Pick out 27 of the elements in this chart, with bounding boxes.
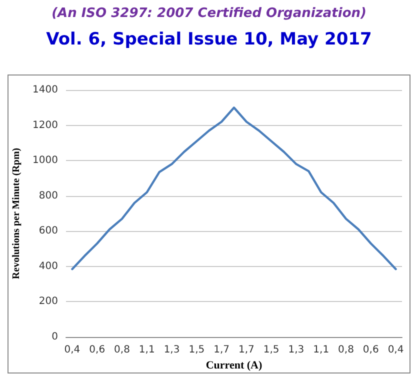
x-tick-label: 1,5 <box>188 344 205 356</box>
x-tick-label: 1,7 <box>214 344 230 356</box>
y-tick-label: 800 <box>38 190 58 202</box>
y-tick-label: 400 <box>38 260 58 272</box>
x-tick-label: 0,6 <box>362 344 379 356</box>
x-tick-label: 1,7 <box>238 344 254 356</box>
y-tick-label: 1000 <box>32 155 58 166</box>
x-tick-label: 0,6 <box>89 344 106 356</box>
x-tick-label: 1,1 <box>313 344 330 356</box>
y-tick-label: 600 <box>38 226 58 237</box>
y-tick-label: 200 <box>38 296 58 308</box>
y-tick-label: 1400 <box>32 84 58 96</box>
line-series <box>71 106 397 270</box>
chart-subtitle: Vol. 6, Special Issue 10, May 2017 <box>46 30 372 50</box>
x-tick-label: 0,4 <box>64 344 80 356</box>
x-tick-label: 1,3 <box>288 344 304 356</box>
chart-title: (An ISO 3297: 2007 Certified Organization) <box>52 6 366 21</box>
x-tick-label: 0,8 <box>338 344 354 356</box>
y-tick-label: 1200 <box>32 120 58 131</box>
x-tick-label: 1,1 <box>138 344 155 356</box>
x-tick-label: 1,3 <box>164 344 180 356</box>
x-tick-label: 0,4 <box>388 344 404 356</box>
x-tick-label: 0,8 <box>114 344 130 356</box>
y-axis-title: Revolutions per Minute (Rpm) <box>11 148 22 280</box>
x-tick-label: 1,5 <box>263 344 280 356</box>
x-axis-title: Current (A) <box>206 359 262 372</box>
y-tick-label: 0 <box>52 332 58 342</box>
